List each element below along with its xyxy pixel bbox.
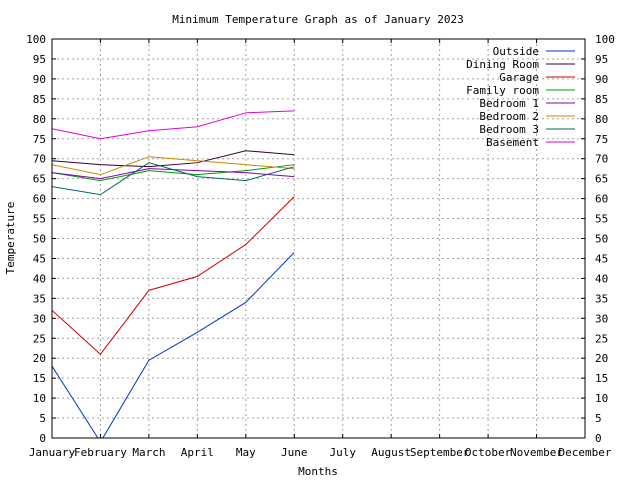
- legend-label-basement: Basement: [486, 136, 539, 149]
- y-tick-label: 0: [39, 432, 46, 445]
- series-line-bedroom-3: [52, 162, 295, 196]
- y-tick-label-right: 15: [595, 372, 608, 385]
- y-tick-label: 35: [33, 292, 46, 305]
- chart-title: Minimum Temperature Graph as of January …: [172, 13, 463, 26]
- series-line-basement: [52, 110, 295, 140]
- y-tick-label: 15: [33, 372, 46, 385]
- y-tick-label-right: 60: [595, 193, 608, 206]
- x-tick-label: May: [236, 446, 256, 459]
- legend-label-bedroom-2: Bedroom 2: [479, 110, 539, 123]
- x-axis-label: Months: [298, 465, 338, 478]
- y-tick-label-right: 40: [595, 272, 608, 285]
- y-tick-label-right: 20: [595, 352, 608, 365]
- y-tick-label: 20: [33, 352, 46, 365]
- series-line-family-room: [52, 164, 295, 182]
- series-line-dining-room: [52, 150, 295, 168]
- x-tick-label: July: [329, 446, 356, 459]
- x-tick-label: April: [181, 446, 214, 459]
- x-tick-label: December: [559, 446, 612, 459]
- x-tick-label: January: [29, 446, 76, 459]
- y-tick-label: 75: [33, 133, 46, 146]
- x-tick-label: June: [281, 446, 308, 459]
- y-tick-label-right: 90: [595, 73, 608, 86]
- y-tick-label: 80: [33, 113, 46, 126]
- series-line-outside: [52, 252, 295, 438]
- y-tick-label-right: 85: [595, 93, 608, 106]
- series-line-bedroom-2: [52, 156, 295, 176]
- y-tick-label: 70: [33, 153, 46, 166]
- y-axis-label: Temperature: [4, 202, 17, 275]
- y-tick-label-right: 45: [595, 252, 608, 265]
- y-tick-label: 85: [33, 93, 46, 106]
- legend-label-bedroom-1: Bedroom 1: [479, 97, 539, 110]
- y-tick-label: 40: [33, 272, 46, 285]
- series-lines: [52, 110, 295, 438]
- x-tick-label: September: [410, 446, 470, 459]
- y-tick-label-right: 25: [595, 332, 608, 345]
- y-tick-label: 45: [33, 252, 46, 265]
- legend-label-garage: Garage: [499, 71, 539, 84]
- y-tick-label-right: 0: [595, 432, 602, 445]
- y-tick-label: 10: [33, 392, 46, 405]
- y-tick-label-right: 65: [595, 173, 608, 186]
- y-tick-label-right: 100: [595, 33, 615, 46]
- y-tick-label: 95: [33, 53, 46, 66]
- legend-label-outside: Outside: [493, 45, 539, 58]
- legend-label-family-room: Family room: [466, 84, 539, 97]
- y-tick-label: 30: [33, 312, 46, 325]
- legend-label-dining-room: Dining Room: [466, 58, 539, 71]
- y-tick-label-right: 75: [595, 133, 608, 146]
- y-tick-label-right: 55: [595, 213, 608, 226]
- y-tick-label: 5: [39, 412, 46, 425]
- y-tick-label: 65: [33, 173, 46, 186]
- y-tick-label: 100: [26, 33, 46, 46]
- y-tick-label-right: 10: [595, 392, 608, 405]
- y-tick-label-right: 70: [595, 153, 608, 166]
- y-tick-label-right: 95: [595, 53, 608, 66]
- y-tick-label-right: 50: [595, 233, 608, 246]
- y-tick-label: 50: [33, 233, 46, 246]
- x-tick-label: February: [74, 446, 127, 459]
- y-tick-label-right: 30: [595, 312, 608, 325]
- y-tick-label-right: 80: [595, 113, 608, 126]
- y-tick-label-right: 35: [595, 292, 608, 305]
- x-tick-label: October: [465, 446, 512, 459]
- x-tick-label: March: [132, 446, 165, 459]
- y-tick-label: 90: [33, 73, 46, 86]
- y-tick-label: 25: [33, 332, 46, 345]
- series-line-garage: [52, 196, 295, 355]
- y-tick-label: 60: [33, 193, 46, 206]
- x-tick-label: August: [371, 446, 411, 459]
- y-tick-label-right: 5: [595, 412, 602, 425]
- grid: [52, 39, 585, 438]
- legend-label-bedroom-3: Bedroom 3: [479, 123, 539, 136]
- x-tick-label: November: [510, 446, 563, 459]
- y-tick-label: 55: [33, 213, 46, 226]
